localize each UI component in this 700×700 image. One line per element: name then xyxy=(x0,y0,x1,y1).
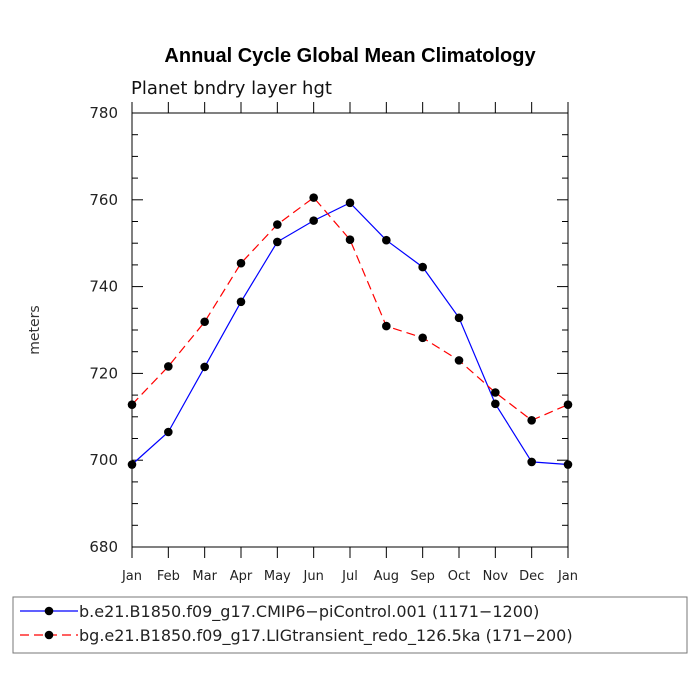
data-point-s2 xyxy=(454,356,464,365)
chart-title: Annual Cycle Global Mean Climatology xyxy=(164,45,536,67)
data-point-s2 xyxy=(563,400,573,409)
legend-marker-1 xyxy=(44,606,54,616)
data-point-s1 xyxy=(345,198,355,208)
data-point-s2 xyxy=(309,193,318,202)
data-point-s1 xyxy=(164,427,173,437)
series-line-2 xyxy=(131,196,569,421)
data-point-s2 xyxy=(236,258,246,268)
x-tick-label: Oct xyxy=(448,569,470,584)
data-point-s2 xyxy=(273,220,282,229)
legend-label-1: b.e21.B1850.f09_g17.CMIP6−piControl.001 … xyxy=(79,602,539,622)
data-point-s2 xyxy=(345,235,355,245)
x-tick-label: Mar xyxy=(192,569,217,584)
data-point-s1 xyxy=(454,313,464,323)
x-tick-label: Apr xyxy=(230,569,253,584)
x-tick-label: Aug xyxy=(374,569,399,584)
data-point-s2 xyxy=(418,333,427,343)
chart-subtitle: Planet bndry layer hgt xyxy=(131,78,332,99)
x-tick-label: Jun xyxy=(303,569,324,584)
y-tick-label: 720 xyxy=(89,364,118,382)
data-point-s1 xyxy=(527,457,536,467)
data-point-s1 xyxy=(563,460,573,469)
axes: 680 700 720 740 760 780 Jan Feb Mar Apr May Jun Jul A… xyxy=(89,102,578,584)
data-point-s2 xyxy=(527,415,536,425)
data-point-s2 xyxy=(164,362,173,371)
legend-marker-2 xyxy=(44,630,54,640)
data-point-s1 xyxy=(200,362,209,372)
x-tick-label: Dec xyxy=(519,569,544,584)
data-point-s1 xyxy=(382,235,391,245)
x-tick-label: Sep xyxy=(410,569,435,584)
y-tick-label: 740 xyxy=(89,278,118,296)
legend-box xyxy=(12,596,688,654)
x-tick-label: Nov xyxy=(483,569,509,584)
y-axis-label: meters xyxy=(27,305,43,354)
y-tick-label: 680 xyxy=(89,538,118,556)
y-tick-label: 700 xyxy=(89,451,118,469)
data-point-s1 xyxy=(491,399,500,409)
data-point-s1 xyxy=(273,237,282,247)
data-point-s2 xyxy=(382,321,391,331)
data-point-s2 xyxy=(200,317,209,327)
x-tick-label: Feb xyxy=(157,569,180,584)
legend: b.e21.B1850.f09_g17.CMIP6−piControl.001 … xyxy=(12,596,688,654)
x-tick-label: Jan xyxy=(557,569,578,584)
data-point-s1 xyxy=(236,297,246,307)
data-point-s1 xyxy=(418,262,427,272)
x-tick-label: Jul xyxy=(341,569,358,584)
x-tick-label: May xyxy=(264,569,291,584)
data-point-s2 xyxy=(491,388,500,397)
data-point-s2 xyxy=(127,400,137,409)
legend-label-2: bg.e21.B1850.f09_g17.LIGtransient_redo_1… xyxy=(79,626,573,646)
y-tick-label: 780 xyxy=(89,104,118,122)
data-point-s1 xyxy=(309,216,318,225)
x-tick-label: Jan xyxy=(121,569,142,584)
series-group xyxy=(127,193,573,469)
data-point-s1 xyxy=(127,460,137,469)
y-tick-label: 760 xyxy=(89,191,118,209)
